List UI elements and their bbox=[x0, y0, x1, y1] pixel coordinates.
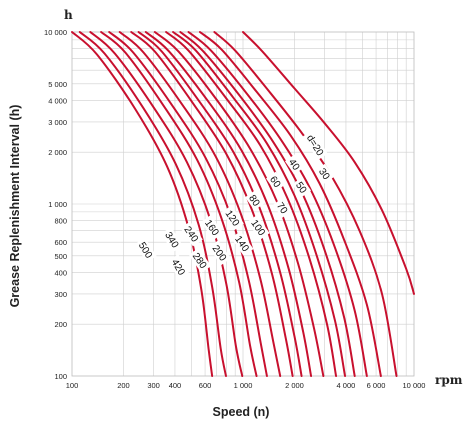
x-unit-label: rpm bbox=[435, 373, 463, 387]
curve-label-bg bbox=[200, 215, 224, 240]
curve-label-bg bbox=[161, 227, 184, 253]
y-tick-label: 5 000 bbox=[48, 80, 67, 89]
series-line-30 bbox=[213, 31, 398, 377]
series-line-120 bbox=[144, 31, 313, 377]
curve-label-bg bbox=[245, 190, 265, 211]
y-axis-title: Grease Replenishment Interval (h) bbox=[8, 105, 22, 308]
curve-label-bg bbox=[221, 205, 244, 231]
curve-label-bg bbox=[247, 215, 270, 240]
x-tick-label: 2 000 bbox=[285, 381, 304, 390]
curve-label-bg bbox=[180, 221, 203, 247]
y-tick-label: 2 000 bbox=[48, 148, 67, 157]
curve-label-bg bbox=[231, 230, 254, 256]
series-line-340 bbox=[89, 31, 244, 377]
curve-label-bg bbox=[284, 154, 304, 175]
curve-label-bg bbox=[208, 240, 231, 266]
y-tick-label: 4 000 bbox=[48, 96, 67, 105]
y-tick-labels: 100 200 300 400 500 600 800 1 000 2 000 3 000 4 00… bbox=[44, 28, 67, 381]
x-tick-label: 1 000 bbox=[234, 381, 253, 390]
y-tick-label: 1 000 bbox=[48, 200, 67, 209]
y-unit-label: h bbox=[64, 8, 73, 22]
x-tick-label: 4 000 bbox=[337, 381, 356, 390]
curve-label-bg bbox=[188, 247, 212, 273]
curve-label-bg bbox=[292, 177, 312, 198]
y-tick-label: 10 000 bbox=[44, 28, 67, 37]
x-tick-label: 200 bbox=[117, 381, 130, 390]
grid bbox=[72, 32, 414, 376]
series-line-70 bbox=[172, 31, 347, 377]
y-tick-label: 200 bbox=[54, 320, 67, 329]
x-tick-label: 300 bbox=[147, 381, 160, 390]
x-axis-title: Speed (n) bbox=[213, 405, 270, 419]
y-tick-label: 100 bbox=[54, 372, 67, 381]
y-tick-label: 400 bbox=[54, 268, 67, 277]
series-line-100 bbox=[153, 31, 325, 377]
y-tick-label: 300 bbox=[54, 290, 67, 299]
series-line-60 bbox=[179, 31, 356, 377]
series-line-500 bbox=[71, 31, 214, 377]
x-tick-label: 100 bbox=[66, 381, 79, 390]
curve-label-bg bbox=[266, 171, 286, 192]
curve-label-bg bbox=[302, 130, 328, 161]
series-line-40 bbox=[198, 31, 382, 377]
y-tick-label: 3 000 bbox=[48, 118, 67, 127]
x-tick-labels: 100 200 300 400 600 1 000 2 000 4 000 6 000 10 00… bbox=[66, 381, 426, 390]
x-tick-label: 400 bbox=[169, 381, 182, 390]
curve-label-bg bbox=[134, 237, 157, 263]
y-tick-label: 600 bbox=[54, 238, 67, 247]
x-tick-label: 10 000 bbox=[403, 381, 426, 390]
y-tick-label: 800 bbox=[54, 217, 67, 226]
series-line-200 bbox=[118, 31, 282, 377]
y-tick-label: 500 bbox=[54, 252, 67, 261]
curve-label-bg bbox=[315, 163, 335, 184]
series-line-240 bbox=[108, 31, 268, 377]
series-line-140 bbox=[137, 31, 303, 377]
series-line-280 bbox=[100, 31, 258, 377]
curve-label-bg bbox=[167, 254, 190, 280]
series-line-160 bbox=[130, 31, 294, 377]
x-tick-label: 6 000 bbox=[367, 381, 386, 390]
series-line-420 bbox=[78, 31, 227, 377]
x-tick-label: 600 bbox=[199, 381, 212, 390]
curve-label-bg bbox=[272, 197, 292, 218]
series-line-d20 bbox=[242, 31, 415, 295]
